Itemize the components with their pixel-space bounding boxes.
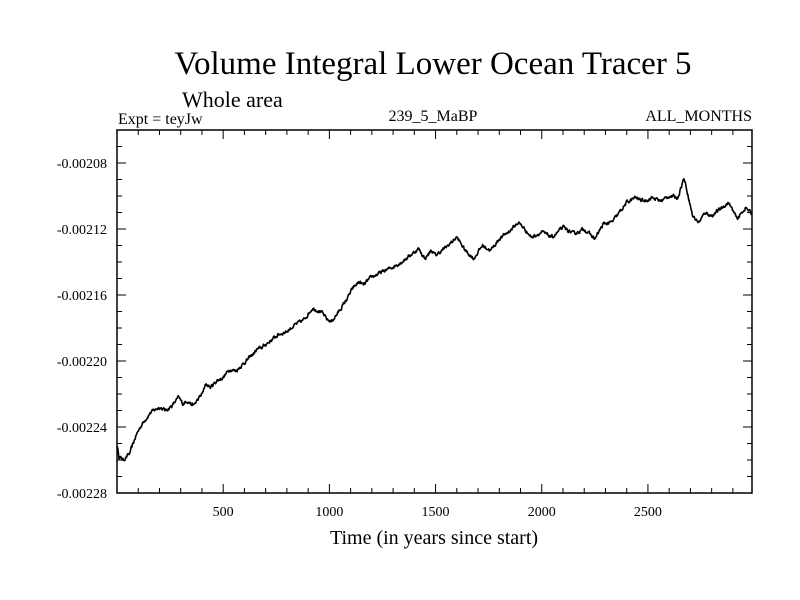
x-tick-label: 2500 [634,505,662,520]
y-tick-label: -0.00212 [57,223,107,238]
experiment-label: Expt = teyJw [118,111,203,128]
y-tick-label: -0.00216 [57,289,107,304]
x-tick-label: 1000 [315,505,343,520]
y-tick-label: -0.00228 [57,487,107,502]
chart-title: Volume Integral Lower Ocean Tracer 5 [174,46,691,82]
x-tick-label: 1500 [422,505,450,520]
run-label: 239_5_MaBP [389,108,478,125]
plot-frame [116,129,753,494]
months-label: ALL_MONTHS [645,108,752,125]
y-tick-label: -0.00208 [57,157,107,172]
series-group [116,178,753,462]
y-axis: -0.00228 -0.00224 -0.00220 -0.00216 -0.00212… [57,146,752,502]
series-line [116,178,753,462]
y-tick-label: -0.00224 [57,421,107,436]
x-tick-label: 2000 [528,505,556,520]
x-axis: 500 1000 1500 2000 2500 [137,130,734,520]
y-tick-label: -0.00220 [57,355,107,370]
x-axis-label: Time (in years since start) [330,527,538,549]
x-tick-label: 500 [213,505,234,520]
chart-subtitle: Whole area [182,87,283,112]
